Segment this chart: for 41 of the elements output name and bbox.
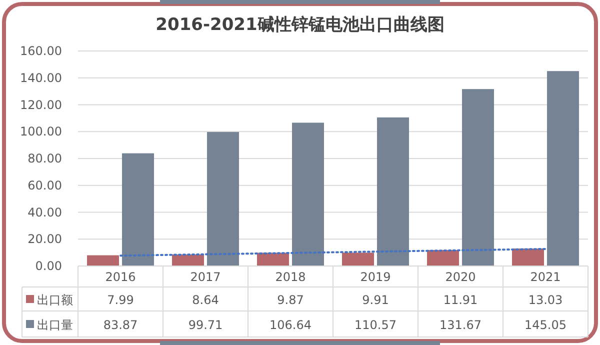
data-label: 99.71 (188, 318, 223, 332)
legend-label: 出口量 (37, 318, 73, 332)
bar (87, 255, 119, 266)
data-label: 9.87 (277, 293, 304, 307)
data-label: 11.91 (443, 293, 478, 307)
bar (292, 122, 324, 266)
y-tick-label: 20.00 (28, 232, 62, 246)
x-tick-label: 2016 (105, 270, 136, 284)
data-label: 145.05 (524, 318, 566, 332)
bar (427, 250, 459, 266)
x-tick-label: 2020 (445, 270, 476, 284)
y-tick-label: 80.00 (28, 152, 62, 166)
data-label: 9.91 (362, 293, 389, 307)
x-tick-label: 2018 (275, 270, 306, 284)
x-tick-label: 2021 (530, 270, 561, 284)
x-tick-label: 2017 (190, 270, 221, 284)
data-label: 110.57 (354, 318, 396, 332)
y-tick-label: 100.00 (20, 124, 62, 139)
data-label: 7.99 (107, 293, 134, 307)
data-label: 8.64 (192, 293, 219, 307)
bar (547, 71, 579, 266)
data-label: 131.67 (440, 318, 482, 332)
bar (512, 248, 544, 266)
chart-title: 2016-2021碱性锌锰电池出口曲线图 (156, 15, 444, 35)
bar (377, 117, 409, 266)
bar (207, 132, 239, 266)
bar (122, 153, 154, 266)
y-tick-label: 120.00 (20, 98, 62, 112)
bar (462, 89, 494, 266)
y-tick-label: 140.00 (20, 70, 62, 85)
data-label: 83.87 (103, 318, 138, 332)
y-tick-label: 60.00 (28, 178, 62, 192)
data-label: 13.03 (528, 293, 563, 307)
line-series (120, 248, 546, 257)
y-tick-label: 160.00 (20, 44, 62, 58)
data-label: 106.64 (270, 318, 312, 332)
y-tick-label: 40.00 (28, 205, 62, 220)
legend-label: 出口额 (37, 293, 73, 307)
x-tick-label: 2019 (360, 270, 391, 284)
bar (342, 252, 374, 266)
y-tick-label: 0.00 (35, 259, 62, 273)
